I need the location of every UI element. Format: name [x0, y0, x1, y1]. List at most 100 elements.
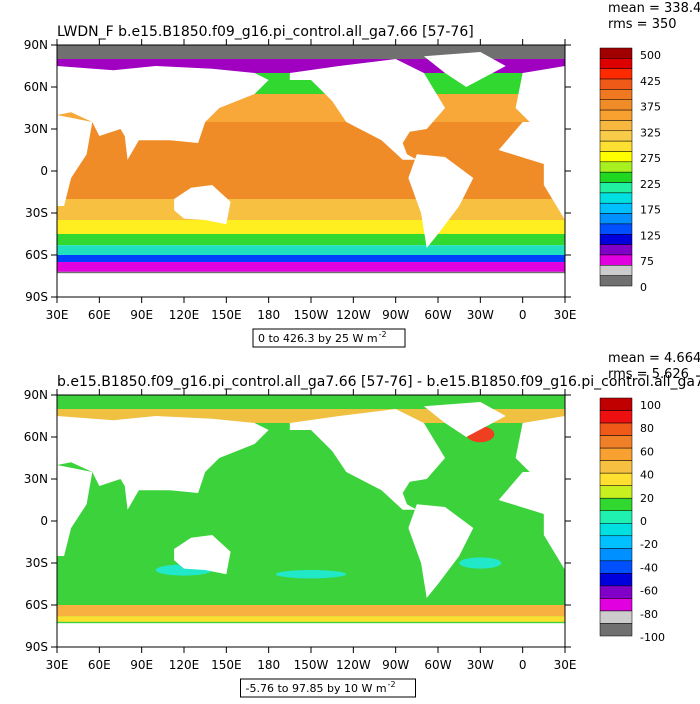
info-frame [252, 328, 406, 348]
ocean-band [57, 605, 565, 617]
info-sup: -2 [379, 330, 387, 339]
colorbar-box [599, 202, 633, 214]
lon-label: 30E [46, 308, 69, 322]
info-box: -5.76 to 97.85 by 10 W m -2 [240, 678, 416, 698]
lon-label: 30W [467, 658, 494, 672]
colorbar-label: 20 [640, 492, 654, 505]
colorbar-label: 60 [640, 445, 654, 458]
lon-label: 150W [294, 658, 329, 672]
colorbar-label: 375 [640, 101, 661, 114]
lon-label: 0 [519, 658, 527, 672]
lon-label: 90W [382, 308, 409, 322]
colorbar-box [599, 78, 633, 90]
colorbar-box [599, 472, 633, 486]
ocean-band [57, 234, 565, 246]
colorbar-box [599, 610, 633, 624]
lon-label: 60W [424, 658, 451, 672]
lat-label: 90N [24, 388, 48, 402]
lon-label: 30W [467, 308, 494, 322]
colorbar-box [599, 585, 633, 599]
lon-label: 30E [554, 308, 577, 322]
colorbar-box [599, 265, 633, 276]
lat-label: 30S [25, 556, 48, 570]
colorbar-label: 80 [640, 422, 654, 435]
lat-label: 60N [24, 430, 48, 444]
map-area [57, 395, 565, 647]
lon-label: 150E [211, 308, 242, 322]
colorbar-box [599, 120, 633, 132]
colorbar-box [599, 560, 633, 574]
panel-title: b.e15.B1850.f09_g16.pi_control.all_ga7.6… [57, 374, 700, 390]
colorbar-label: 175 [640, 204, 661, 217]
colorbar-label: 0 [640, 281, 647, 294]
colorbar-box [599, 485, 633, 499]
lon-label: 90E [130, 658, 153, 672]
lat-label: 60N [24, 80, 48, 94]
colorbar-box [599, 109, 633, 121]
info-text: -5.76 to 97.85 by 10 W m [246, 682, 387, 695]
colorbar-label: -60 [640, 585, 658, 598]
colorbar-box [599, 182, 633, 194]
lon-label: 120E [169, 658, 200, 672]
lon-label: 30E [46, 658, 69, 672]
colorbar-label: 225 [640, 178, 661, 191]
colorbar-box [599, 422, 633, 436]
colorbar-box [599, 623, 633, 637]
colorbar-label: 275 [640, 152, 661, 165]
colorbar-box [599, 58, 633, 69]
colorbar-label: 40 [640, 469, 654, 482]
colorbar-box [599, 510, 633, 524]
lat-label: 90N [24, 38, 48, 52]
colorbar-label: 500 [640, 49, 661, 62]
lon-label: 120W [336, 308, 371, 322]
lon-label: 180 [257, 658, 280, 672]
lon-label: 0 [519, 308, 527, 322]
colorbar-box [599, 68, 633, 80]
map-panel: 90N 60N 30N 0 30S 60S 90S 30E 60E 90E 120E 150E 180 1… [24, 351, 700, 698]
lat-label: 90S [25, 640, 48, 654]
colorbar-box [599, 254, 633, 266]
colorbar-box [599, 535, 633, 549]
stat: rms = 5.626 [608, 367, 689, 382]
stat: rms = 350 [608, 17, 677, 32]
ocean-band [57, 262, 565, 272]
ocean-patch [459, 557, 502, 569]
lon-label: 60E [88, 308, 111, 322]
lat-label: 60S [25, 598, 48, 612]
colorbar-box [599, 548, 633, 562]
colorbar-box [599, 244, 633, 256]
lon-label: 60E [88, 658, 111, 672]
colorbar-box [599, 99, 633, 111]
colorbar-label: 325 [640, 126, 661, 139]
lat-label: 0 [40, 164, 48, 178]
colorbar-box [599, 397, 633, 411]
lon-label: 60W [424, 308, 451, 322]
panel-title: LWDN_F b.e15.B1850.f09_g16.pi_control.al… [57, 24, 474, 40]
colorbar-label: 75 [640, 255, 654, 268]
colorbar-box [599, 523, 633, 537]
colorbar-label: -40 [640, 561, 658, 574]
info-frame [240, 678, 416, 698]
info-box: 0 to 426.3 by 25 W m -2 [252, 328, 406, 348]
colorbar-box [599, 573, 633, 587]
colorbar-label: -20 [640, 538, 658, 551]
colorbar-box [599, 47, 633, 59]
colorbar-box [599, 140, 633, 152]
lon-label: 180 [257, 308, 280, 322]
stat: mean = 338.4 [608, 1, 700, 16]
colorbar-box [599, 275, 633, 287]
map-area [57, 45, 565, 297]
lon-label: 30E [554, 658, 577, 672]
lon-label: 90W [382, 658, 409, 672]
info-sup: -2 [388, 680, 396, 689]
ocean-band [57, 616, 565, 622]
colorbar-box [599, 460, 633, 474]
lat-label: 30S [25, 206, 48, 220]
lon-label: 150W [294, 308, 329, 322]
map-panel: 90N 60N 30N 0 30S 60S 90S 30E 60E 90E 120E 150E 180 1… [24, 1, 700, 348]
ocean-band [57, 255, 565, 262]
colorbar-box [599, 410, 633, 424]
info-text: 0 to 426.3 by 25 W m [258, 332, 378, 345]
colorbar-box [599, 598, 633, 612]
